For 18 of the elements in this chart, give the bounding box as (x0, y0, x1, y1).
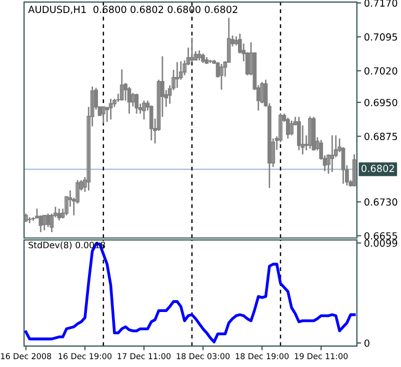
x-tick-label: 17 Dec 11:00 (118, 353, 171, 360)
y-tick-label: 0.6950 (364, 98, 398, 106)
chart-title: AUDUSD,H1 0.6800 0.6802 0.6800 0.6802 (28, 6, 238, 14)
y-tick-label: 0.6655 (364, 232, 398, 240)
x-tick-label: 16 Dec 19:00 (58, 353, 112, 360)
ref-line-label: 0.6802 (362, 164, 394, 172)
y-tick-label: 0 (364, 339, 370, 347)
y-tick-label: 0.7020 (364, 67, 398, 75)
x-tick-label: 18 Dec 03:00 (176, 353, 230, 360)
y-tick-label: 0.6730 (364, 198, 398, 206)
x-tick-label: 16 Dec 2008 (1, 353, 52, 360)
y-tick-label: 0.0099 (364, 239, 398, 247)
line-series (24, 242, 356, 344)
y-tick-label: 0.6875 (364, 132, 398, 140)
x-tick-label: 18 Dec 19:00 (236, 353, 289, 360)
x-tick-label: 19 Dec 11:00 (294, 353, 348, 360)
y-tick-label: 0.7095 (364, 33, 398, 41)
candlestick (208, 59, 212, 64)
